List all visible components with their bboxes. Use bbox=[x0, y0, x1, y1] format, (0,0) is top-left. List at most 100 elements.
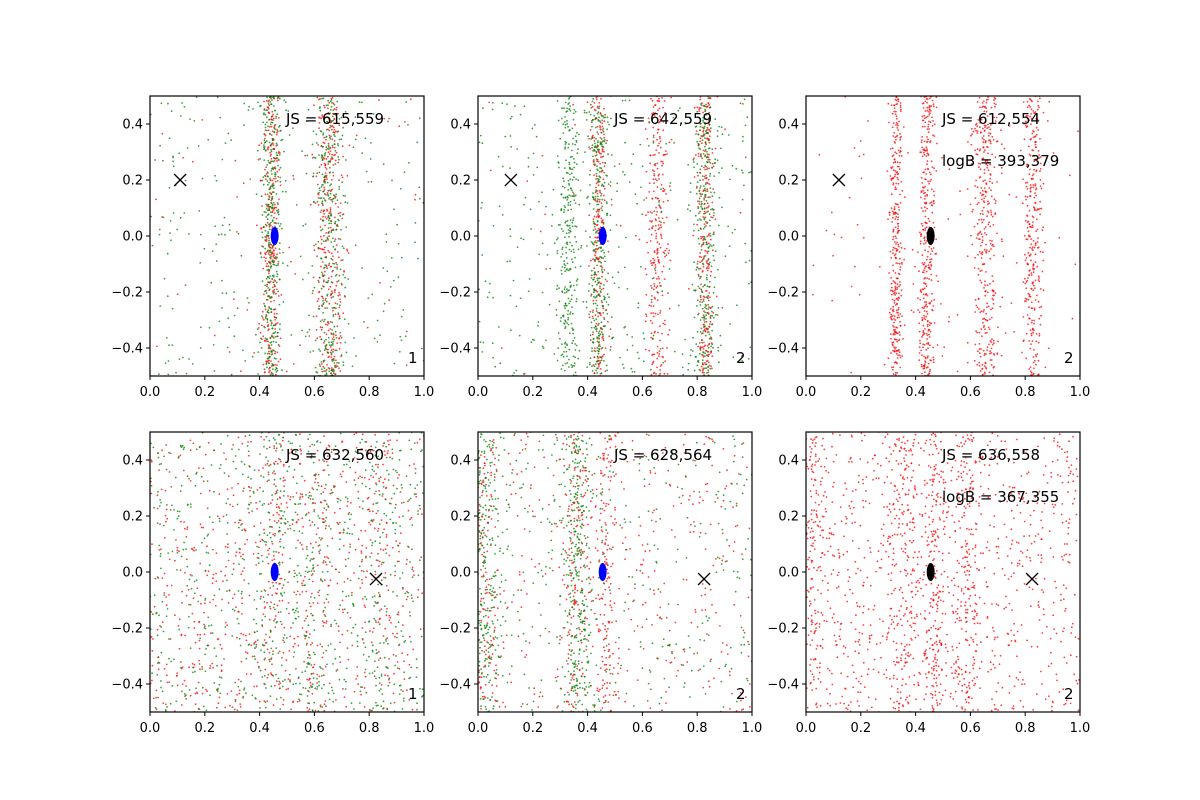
scatter-point bbox=[1039, 323, 1042, 326]
scatter-point bbox=[934, 253, 937, 255]
scatter-point bbox=[274, 247, 277, 250]
scatter-point bbox=[383, 302, 386, 305]
scatter-point bbox=[595, 182, 598, 185]
scatter-point bbox=[603, 295, 605, 298]
scatter-point bbox=[312, 350, 315, 352]
scatter-point bbox=[400, 315, 403, 318]
scatter-point bbox=[270, 253, 273, 256]
scatter-point bbox=[708, 115, 711, 118]
scatter-point bbox=[984, 232, 986, 234]
scatter-point bbox=[591, 105, 594, 108]
scatter-point bbox=[987, 203, 989, 206]
scatter-point bbox=[893, 208, 896, 210]
scatter-point bbox=[201, 177, 204, 180]
scatter-point bbox=[265, 292, 268, 295]
scatter-point bbox=[700, 205, 702, 208]
scatter-point bbox=[657, 144, 659, 147]
scatter-point bbox=[979, 106, 981, 109]
scatter-point bbox=[652, 288, 655, 291]
scatter-point bbox=[1026, 106, 1029, 109]
scatter-point bbox=[981, 106, 984, 108]
scatter-point bbox=[304, 335, 307, 338]
scatter-point bbox=[334, 202, 337, 205]
scatter-point bbox=[280, 294, 283, 296]
scatter-point bbox=[592, 229, 595, 232]
scatter-point bbox=[332, 174, 335, 177]
scatter-point bbox=[325, 104, 328, 107]
scatter-point bbox=[710, 337, 713, 339]
scatter-point bbox=[334, 222, 336, 225]
scatter-point bbox=[728, 245, 731, 248]
scatter-point bbox=[711, 343, 714, 346]
scatter-point bbox=[687, 362, 690, 365]
scatter-point bbox=[888, 121, 890, 124]
scatter-point bbox=[213, 370, 216, 372]
scatter-point bbox=[1021, 351, 1023, 354]
scatter-point bbox=[925, 315, 927, 318]
scatter-point bbox=[919, 339, 921, 342]
scatter-point bbox=[267, 103, 270, 105]
scatter-point bbox=[541, 154, 544, 157]
scatter-point bbox=[698, 110, 701, 112]
panel-row1-col1: 0.0 0.2 0.4 0.6 0.8 1.0−0.4−0.20.00.20.4 JS = … bbox=[111, 95, 435, 400]
scatter-point bbox=[271, 363, 274, 365]
scatter-point bbox=[658, 201, 660, 203]
scatter-point bbox=[621, 99, 624, 102]
scatter-point bbox=[599, 137, 602, 139]
scatter-point bbox=[734, 228, 736, 231]
scatter-point bbox=[616, 190, 618, 193]
scatter-point bbox=[530, 341, 533, 343]
scatter-point bbox=[990, 359, 993, 361]
scatter-point bbox=[268, 223, 270, 226]
scatter-point bbox=[893, 299, 896, 302]
scatter-point bbox=[923, 192, 925, 195]
scatter-point bbox=[514, 105, 516, 107]
scatter-point bbox=[652, 140, 655, 143]
scatter-point bbox=[594, 195, 597, 198]
scatter-point bbox=[320, 265, 322, 268]
scatter-point bbox=[888, 214, 891, 216]
scatter-point bbox=[322, 197, 325, 200]
scatter-point bbox=[339, 268, 342, 271]
scatter-point bbox=[932, 200, 935, 203]
scatter-point bbox=[387, 120, 389, 123]
scatter-point bbox=[984, 361, 987, 364]
scatter-point bbox=[618, 286, 620, 289]
scatter-point bbox=[653, 114, 656, 116]
scatter-point bbox=[329, 210, 332, 213]
scatter-point bbox=[1032, 356, 1035, 358]
scatter-point bbox=[607, 183, 610, 186]
scatter-point bbox=[659, 224, 662, 226]
scatter-point bbox=[285, 190, 287, 193]
scatter-point bbox=[1031, 174, 1034, 177]
scatter-point bbox=[270, 143, 273, 146]
scatter-point bbox=[990, 308, 992, 311]
scatter-point bbox=[332, 262, 334, 265]
scatter-point bbox=[268, 344, 271, 347]
scatter-point bbox=[707, 112, 710, 115]
scatter-point bbox=[978, 149, 981, 152]
scatter-point bbox=[274, 364, 277, 366]
scatter-point bbox=[748, 171, 750, 174]
scatter-point bbox=[692, 336, 694, 339]
scatter-point bbox=[600, 359, 603, 362]
scatter-point bbox=[596, 195, 599, 198]
scatter-point bbox=[265, 216, 268, 218]
x-tick-label: 1.0 bbox=[414, 385, 435, 400]
scatter-point bbox=[271, 204, 274, 206]
scatter-point bbox=[892, 238, 894, 241]
scatter-point bbox=[935, 274, 938, 277]
scatter-point bbox=[568, 96, 571, 99]
scatter-point bbox=[701, 142, 703, 145]
scatter-point bbox=[602, 287, 605, 290]
scatter-point bbox=[561, 248, 564, 251]
scatter-point bbox=[662, 200, 665, 203]
scatter-point bbox=[659, 140, 662, 143]
scatter-point bbox=[638, 238, 641, 241]
scatter-point bbox=[696, 223, 698, 226]
scatter-point bbox=[701, 341, 703, 344]
scatter-point bbox=[556, 359, 559, 362]
scatter-point bbox=[313, 286, 316, 289]
scatter-point bbox=[182, 156, 185, 159]
scatter-point bbox=[1028, 340, 1031, 342]
